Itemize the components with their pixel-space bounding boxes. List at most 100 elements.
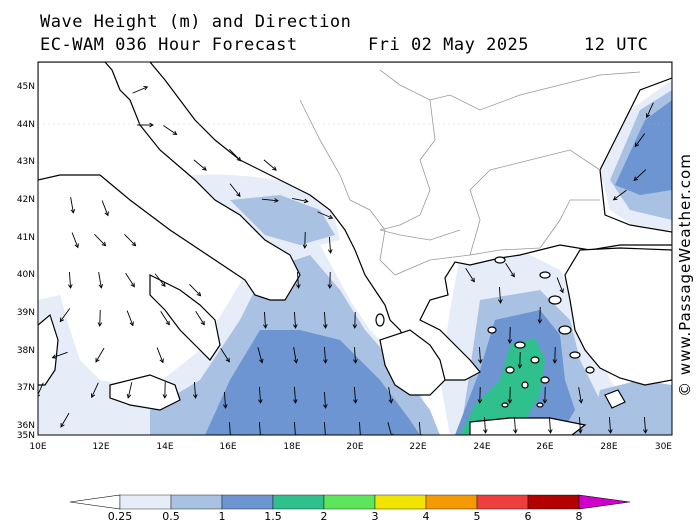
forecast-date: Fri 02 May 2025 [368,35,530,55]
colorbar-label-8: 8 [576,510,583,523]
wave-arrow-head [542,399,548,404]
wave-arrow-head [274,198,279,203]
wave-arrow-head [552,359,558,364]
wave-arrow-head [513,429,518,434]
wave-arrow-head [633,176,639,182]
wave-arrow [220,348,230,362]
wave-arrow-head [612,195,618,201]
wave-arrow [229,148,241,162]
wave-arrow-head [477,399,483,404]
wave-arrow [388,387,392,403]
wave-arrow-head [196,291,202,297]
wave-arrow [98,272,102,288]
lat-label-38n: 38N [17,346,35,356]
wave-arrow-head [95,357,100,363]
lon-label-18e: 18E [283,442,300,452]
island-15 [375,313,385,327]
wave-arrow-head [507,399,513,404]
wave-arrow-head [296,284,301,289]
wave-arrow-head [263,324,268,329]
lon-label-24e: 24E [473,442,490,452]
wave-arrow [101,200,109,216]
wave-arrow-head [172,130,178,136]
wave-arrow [578,416,582,434]
lon-label-22e: 22E [409,442,426,452]
wave-arrow [154,273,166,287]
lat-label-42n: 42N [17,195,35,205]
wave-arrow-head [483,429,488,434]
lat-label-43n: 43N [17,157,35,167]
lon-label-28e: 28E [600,442,617,452]
wave-arrow-head [126,393,132,399]
wave-arrow [160,311,170,325]
wave-arrow [293,421,296,435]
wave-arrow [195,311,205,325]
wave-arrow-head [578,429,583,434]
wave-arrow [70,197,74,213]
map-area [38,62,672,435]
wave-arrow-head [165,320,170,326]
wave-arrow-head [202,166,207,171]
country-borders [299,69,641,276]
wave-arrow-head [328,214,334,219]
wave-arrow [124,233,136,247]
wave-arrow [633,169,647,181]
lon-label-14e: 14E [156,442,173,452]
wave-arrow-head [510,272,515,278]
wave-arrow [505,263,515,277]
forecast-model: EC-WAM 036 Hour Forecast [40,35,298,55]
wave-arrow-head [498,299,503,304]
colorbar-bin-5 [476,494,529,510]
colorbar-label-3: 3 [372,510,379,523]
wave-arrow [263,311,267,329]
wave-arrow [358,421,361,435]
island-12 [501,402,509,408]
wave-arrow [323,311,327,329]
wave-arrow [156,347,164,363]
wave-arrow-head [131,241,137,247]
lon-label-12e: 12E [92,442,109,452]
wave-arrow [229,183,241,197]
wave-arrow [465,268,475,282]
sicily-land [109,374,181,411]
lat-label-44n: 44N [17,120,35,130]
border-6 [469,149,601,256]
wave-arrow-head [323,324,328,329]
wave-arrow-head [507,339,513,344]
colorbar-left-tip [69,494,121,510]
wave-arrow [293,386,297,404]
wave-arrow [52,351,68,359]
wave-arrow-head [236,192,241,198]
wave-arrow-head [517,364,523,369]
wave-arrow [127,382,133,398]
wave-arrow [317,211,333,219]
wave-arrow [95,347,105,363]
island-5 [521,381,529,389]
colorbar-bin-15 [272,494,325,510]
wave-arrow [483,416,487,434]
wave-arrow-head [162,394,168,399]
wave-arrow-head [38,394,41,397]
wave-direction-arrows [38,86,654,435]
peloponnese-land [379,329,446,396]
wave-arrow-head [223,404,228,409]
colorbar-label-025: 0.25 [108,510,133,523]
colorbar-bin-2 [323,494,376,510]
island-1 [514,341,526,349]
rhodes-land [604,389,626,409]
wave-arrow-head [303,198,309,204]
border-8 [379,229,461,241]
wave-arrow [126,310,134,326]
wave-arrow [643,416,647,434]
wave-arrow [353,386,357,404]
wave-arrow-head [353,399,358,404]
turkey-land [564,247,672,386]
italy-land [38,62,301,301]
wave-arrow-head [101,241,107,247]
wave-arrow [323,421,326,435]
colorbar-label-05: 0.5 [162,510,180,523]
wave-arrow [263,159,277,171]
wave-arrow [60,412,70,428]
wave-arrow-head [149,122,154,128]
wave-arrow [258,421,261,435]
